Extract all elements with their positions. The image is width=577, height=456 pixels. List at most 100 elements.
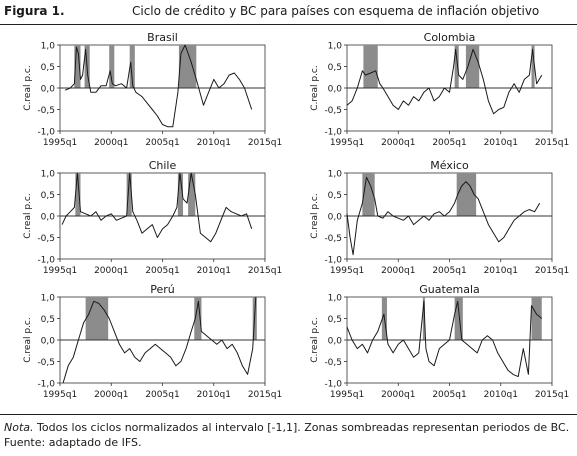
y-axis-label: C.real p.c. [310,193,320,238]
x-tick-label: 2015q1 [535,138,569,148]
shaded-period [422,297,425,340]
y-axis-label: C.real p.c. [23,65,33,110]
y-tick-label: 1,0 [328,42,343,52]
x-tick-label: 1995q1 [330,138,364,148]
shaded-period [454,45,459,88]
top-rule [0,24,577,25]
panel-title: Perú [150,283,175,296]
x-tick-label: 2010q1 [484,390,518,400]
y-tick-label: -1,0 [324,256,342,266]
figure-note: Nota. Todos los ciclos normalizados al i… [4,420,574,450]
x-tick-label: 2015q1 [248,138,282,148]
x-tick-label: 2015q1 [535,390,569,400]
series-line-colombia [346,48,543,115]
y-tick-label: 0,0 [41,213,56,223]
panel-title: Chile [149,159,177,172]
y-tick-label: -1,0 [324,380,342,390]
y-tick-label: 1,0 [328,170,343,180]
panel-title: México [430,159,469,172]
panel-title: Guatemala [419,283,480,296]
y-axis-label: C.real p.c. [310,317,320,362]
shaded-period [194,297,202,340]
y-tick-label: 0,5 [41,315,55,325]
x-tick-label: 2005q1 [432,138,466,148]
x-tick-label: 2010q1 [197,390,231,400]
shaded-period [85,297,109,340]
y-tick-label: 1,0 [328,294,343,304]
y-tick-label: 0,5 [328,315,342,325]
y-tick-label: 0,0 [328,213,343,223]
x-tick-label: 2005q1 [145,138,179,148]
shaded-period [454,297,463,340]
y-tick-label: -1,0 [37,256,55,266]
x-tick-label: 2000q1 [94,266,128,276]
bottom-rule [0,414,577,415]
shaded-period [531,297,542,340]
shaded-period [109,45,115,88]
x-tick-label: 2005q1 [432,266,466,276]
x-tick-label: 1995q1 [330,266,364,276]
source-text: Fuente: adaptado de IFS. [4,436,142,449]
figure-title: Ciclo de crédito y BC para países con es… [132,4,540,18]
x-tick-label: 2015q1 [248,266,282,276]
x-tick-label: 2010q1 [197,266,231,276]
y-tick-label: 0,5 [328,191,342,201]
y-tick-label: -0,5 [324,234,342,244]
shaded-period [531,45,535,88]
series-line-peru [62,296,257,384]
panel-title: Brasil [147,31,178,44]
note-label: Nota. [4,421,34,434]
x-tick-label: 2000q1 [94,138,128,148]
y-tick-label: -0,5 [37,234,55,244]
x-tick-label: 2000q1 [381,266,415,276]
y-tick-label: -0,5 [37,106,55,116]
shaded-period [74,45,81,88]
y-axis-label: C.real p.c. [310,65,320,110]
shaded-period [188,173,196,216]
y-tick-label: -1,0 [324,128,342,138]
x-tick-label: 2005q1 [145,390,179,400]
panel-title: Colombia [424,31,476,44]
x-tick-label: 2005q1 [145,266,179,276]
y-tick-label: 0,5 [41,63,55,73]
shaded-period [178,45,197,88]
x-tick-label: 2000q1 [94,390,128,400]
x-tick-label: 2010q1 [484,138,518,148]
x-tick-label: 2010q1 [484,266,518,276]
y-axis-label: C.real p.c. [23,317,33,362]
shaded-period [126,173,132,216]
x-tick-label: 2015q1 [248,390,282,400]
y-tick-label: 0,0 [41,85,56,95]
shaded-period [75,173,81,216]
y-tick-label: -0,5 [37,358,55,368]
note-text: Todos los ciclos normalizados al interva… [37,421,570,434]
y-tick-label: -0,5 [324,358,342,368]
y-tick-label: 0,0 [328,85,343,95]
y-tick-label: 0,0 [328,337,343,347]
y-tick-label: 0,5 [41,191,55,201]
y-tick-label: -1,0 [37,128,55,138]
x-tick-label: 1995q1 [43,266,77,276]
shaded-period [177,173,183,216]
y-tick-label: 0,5 [328,63,342,73]
y-axis-label: C.real p.c. [23,193,33,238]
y-tick-label: 1,0 [41,170,56,180]
y-tick-label: -1,0 [37,380,55,390]
series-line-guatemala [346,300,543,378]
y-tick-label: -0,5 [324,106,342,116]
x-tick-label: 1995q1 [43,390,77,400]
shaded-period [363,45,378,88]
y-tick-label: 1,0 [41,294,56,304]
y-tick-label: 0,0 [41,337,56,347]
shaded-period [129,45,135,88]
y-tick-label: 1,0 [41,42,56,52]
series-line-mexico [346,176,541,256]
x-tick-label: 1995q1 [43,138,77,148]
